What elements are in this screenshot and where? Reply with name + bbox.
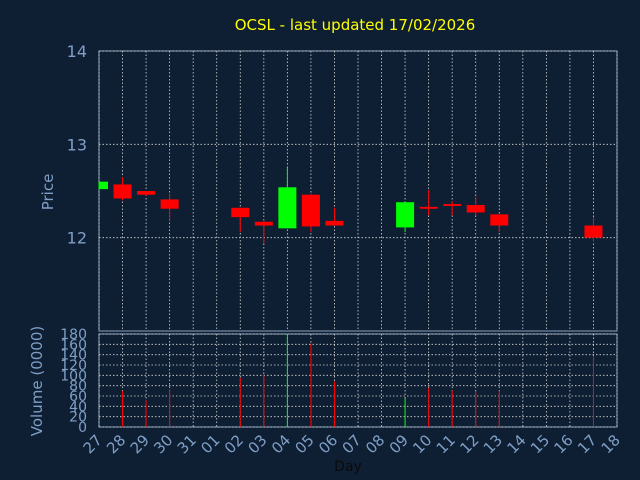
x-tick-label: 15 xyxy=(527,431,553,457)
volume-tick-label: 60 xyxy=(69,389,87,405)
x-tick-label: 09 xyxy=(386,431,412,457)
volume-tick-label: 80 xyxy=(69,379,87,395)
x-tick-label: 18 xyxy=(598,431,624,457)
x-tick-label: 30 xyxy=(150,431,176,457)
x-tick-label: 29 xyxy=(127,431,153,457)
candle-body xyxy=(490,214,509,226)
x-tick-label: 08 xyxy=(362,431,388,457)
x-tick-label: 04 xyxy=(268,431,294,457)
x-tick-label: 03 xyxy=(244,431,270,457)
volume-bars xyxy=(122,334,594,427)
candle-body xyxy=(584,225,603,238)
candle-body xyxy=(231,207,250,218)
candle-body xyxy=(137,191,156,195)
x-tick-label: 13 xyxy=(480,431,506,457)
x-tick-label: 01 xyxy=(197,431,223,457)
candle-body xyxy=(254,221,273,226)
price-tick-label: 13 xyxy=(67,135,87,154)
candle-body xyxy=(396,202,415,228)
volume-tick-label: 180 xyxy=(60,327,87,343)
candle-body xyxy=(278,187,297,229)
candle-body xyxy=(466,205,485,213)
volume-tick-label: 20 xyxy=(69,410,87,426)
price-tick-label: 14 xyxy=(67,42,87,61)
chart-title: OCSL - last updated 17/02/2026 xyxy=(235,16,476,34)
x-tick-label: 11 xyxy=(433,431,459,457)
price-axis-label: Price xyxy=(39,174,57,211)
x-axis-label: Day xyxy=(334,459,362,475)
candle-body xyxy=(113,184,132,199)
x-tick-label: 14 xyxy=(503,431,529,457)
x-tick-label: 05 xyxy=(292,431,318,457)
x-tick-label: 02 xyxy=(221,431,247,457)
candle-body xyxy=(160,199,179,209)
x-tick-label: 16 xyxy=(551,431,577,457)
candles xyxy=(98,167,603,244)
price-y-ticks: 12 13 14 xyxy=(67,42,87,248)
volume-tick-label: 40 xyxy=(69,399,87,415)
candle-body xyxy=(325,220,344,226)
x-tick-label: 12 xyxy=(456,431,482,457)
x-tick-label: 07 xyxy=(339,431,365,457)
candle-body xyxy=(301,194,320,227)
volume-axis-label: Volume (0000) xyxy=(28,326,46,436)
candle-body xyxy=(419,206,438,209)
price-tick-label: 12 xyxy=(67,229,87,248)
x-tick-label: 28 xyxy=(103,431,129,457)
x-tick-label: 17 xyxy=(574,431,600,457)
volume-tick-label: 100 xyxy=(60,368,87,384)
x-axis-ticks: 2728293031010203040506070809101112131415… xyxy=(80,431,624,457)
x-tick-label: 06 xyxy=(315,431,341,457)
x-tick-label: 10 xyxy=(409,431,435,457)
candle-body xyxy=(443,204,462,206)
candle-body xyxy=(99,181,108,190)
volume-tick-label: 140 xyxy=(60,348,87,364)
x-tick-label: 31 xyxy=(174,431,200,457)
volume-tick-label: 120 xyxy=(60,358,87,374)
volume-tick-label: 0 xyxy=(78,420,87,436)
volume-tick-label: 160 xyxy=(60,337,87,353)
